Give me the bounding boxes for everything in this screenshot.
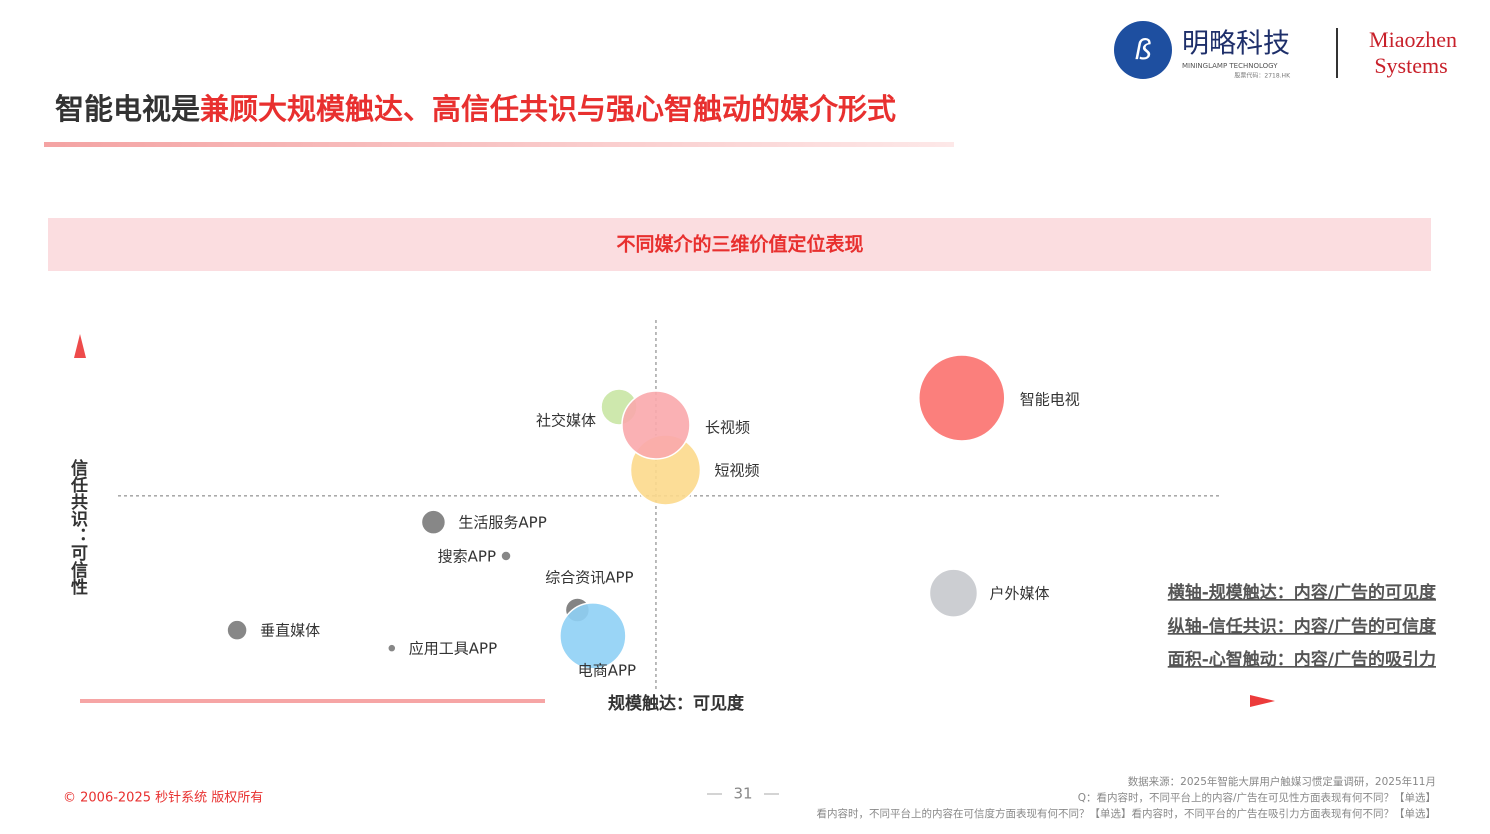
brand-2: Systems — [1374, 53, 1447, 78]
bubble-label: 电商APP — [578, 661, 636, 679]
logo-glyph: ß — [1134, 33, 1152, 66]
x-axis-label: 规模触达：可见度 — [608, 693, 745, 714]
y-arrow — [74, 334, 86, 358]
title: 智能电视是兼顾大规模触达、高信任共识与强心智触动的媒介形式 — [55, 92, 896, 126]
logo-mark — [1114, 21, 1172, 79]
bubble-label: 垂直媒体 — [260, 622, 320, 640]
note: 纵轴-信任共识：内容/广告的可信度 — [1168, 616, 1437, 637]
bubble — [559, 602, 627, 670]
bubble — [420, 509, 447, 535]
title-red: 兼顾大规模触达、高信任共识与强心智触动的媒介形式 — [200, 92, 896, 126]
note: 横轴-规模触达：内容/广告的可见度 — [1168, 582, 1437, 603]
bubble — [918, 354, 1006, 442]
title-underline — [44, 142, 954, 147]
bubble — [928, 568, 979, 618]
page-number: 31 — [733, 785, 752, 803]
logo-code: 股票代码：2718.HK — [1234, 72, 1291, 80]
bubble — [387, 643, 397, 653]
bubble-label: 户外媒体 — [989, 585, 1049, 603]
bubble — [500, 550, 512, 562]
brand-1: Miaozhen — [1369, 27, 1457, 52]
bubble-label: 应用工具APP — [409, 640, 497, 658]
y-axis-label: 信任共识：可信性 — [67, 458, 89, 596]
x-arrow — [1250, 695, 1275, 707]
chart-title: 不同媒介的三维价值定位表现 — [616, 233, 863, 256]
bubble-label: 社交媒体 — [536, 411, 596, 429]
source: 看内容时，不同平台上的内容在可信度方面表现有何不同？【单选】看内容时，不同平台的… — [817, 807, 1437, 820]
source: Q：看内容时，不同平台上的内容/广告在可见性方面表现有何不同？【单选】 — [1078, 791, 1436, 804]
bubble — [226, 619, 248, 641]
logo-name: 明略科技 — [1182, 29, 1290, 60]
source: 数据来源：2025年智能大屏用户触媒习惯定量调研，2025年11月 — [1128, 775, 1436, 788]
bubble-label: 综合资讯APP — [545, 569, 633, 587]
bubble — [621, 390, 691, 460]
bubble-label: 生活服务APP — [458, 514, 546, 532]
title-black: 智能电视是 — [55, 92, 200, 126]
bubble-label: 长视频 — [705, 418, 750, 436]
bubble-label: 短视频 — [714, 461, 759, 479]
bubble-label: 智能电视 — [1020, 390, 1080, 408]
copyright: © 2006-2025 秒针系统 版权所有 — [63, 790, 263, 806]
note: 面积-心智触动：内容/广告的吸引力 — [1168, 649, 1436, 670]
logo-sub: MININGLAMP TECHNOLOGY — [1182, 62, 1278, 70]
bubble-label: 搜索APP — [438, 548, 496, 566]
banner — [48, 218, 1431, 271]
